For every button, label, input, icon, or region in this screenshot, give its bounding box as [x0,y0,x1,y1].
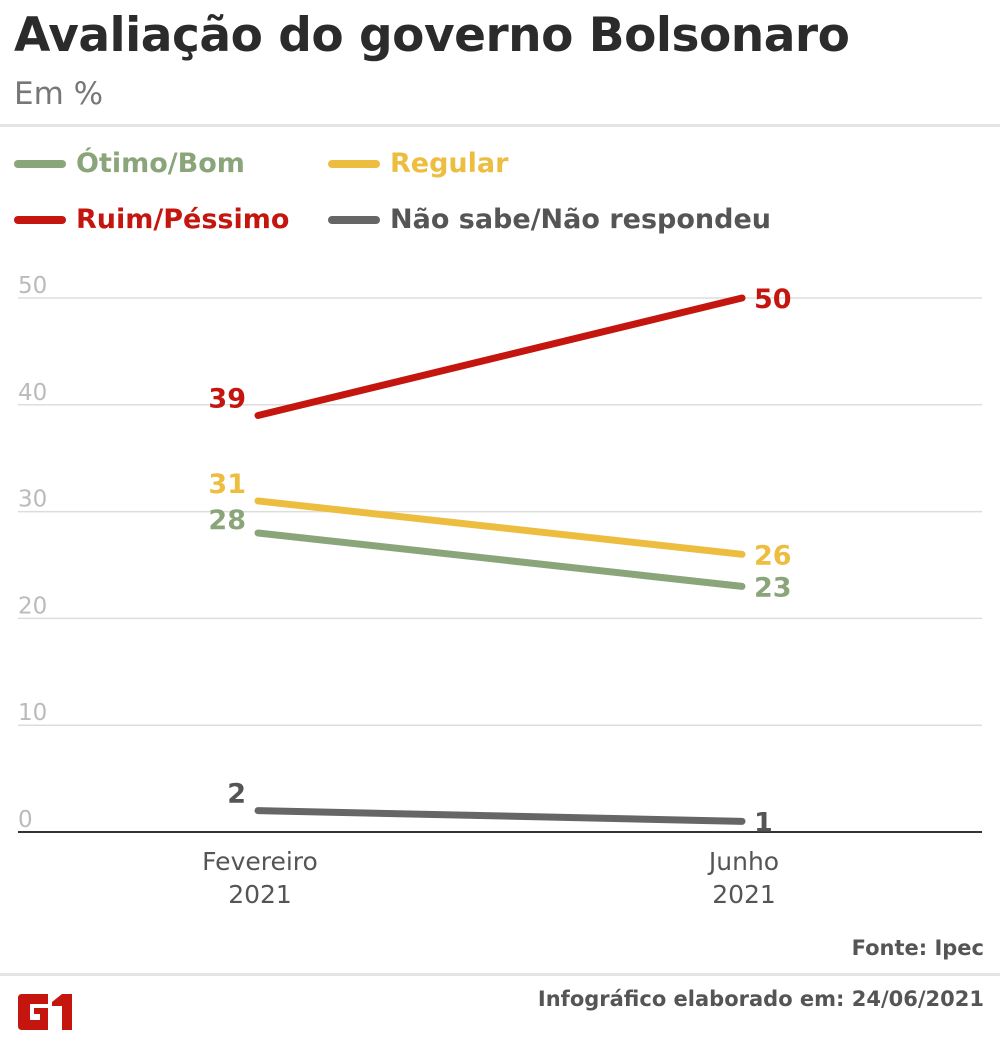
legend-swatch [14,215,66,224]
y-tick-label: 10 [18,700,47,726]
divider [0,124,1000,127]
y-tick-label: 50 [18,273,47,299]
y-tick-label: 30 [18,487,47,513]
y-tick-label: 0 [18,807,33,833]
legend-item: Ruim/Péssimo [14,204,289,235]
legend-swatch [328,215,380,224]
data-label: 28 [208,505,246,536]
x-tick-label: Fevereiro [202,847,318,876]
legend-item: Ótimo/Bom [14,148,245,179]
series-line [254,807,746,825]
data-label: 1 [754,807,773,838]
legend-swatch [328,159,380,168]
series-line [254,529,746,590]
data-label: 2 [227,779,246,810]
y-tick-label: 20 [18,593,47,619]
credit-note: Infográfico elaborado em: 24/06/2021 [537,987,984,1011]
data-label: 26 [754,540,792,571]
divider [0,973,1000,976]
legend-label: Ruim/Péssimo [76,204,290,235]
legend-item: Não sabe/Não respondeu [328,204,771,235]
data-label: 23 [754,572,792,603]
x-tick-label: 2021 [712,880,776,909]
source-note: Fonte: Ipec [851,936,984,960]
line-chart: 0 10 20 30 40 50 Fevereiro 2021 Junho 2021 28 23 31 2… [18,273,982,909]
legend-label: Regular [390,148,509,179]
x-tick-label: 2021 [228,880,292,909]
legend-swatch [14,159,66,168]
series-line [254,497,746,558]
series-line [254,294,746,419]
data-label: 31 [208,469,246,500]
chart-subtitle: Em % [14,76,104,112]
chart-title: Avaliação do governo Bolsonaro [14,8,850,63]
x-tick-label: Junho [707,847,779,876]
legend-label: Ótimo/Bom [76,148,245,179]
legend-item: Regular [328,148,508,179]
data-label: 39 [208,383,246,414]
legend-label: Não sabe/Não respondeu [390,204,771,235]
y-tick-label: 40 [18,380,47,406]
data-label: 50 [754,284,792,315]
